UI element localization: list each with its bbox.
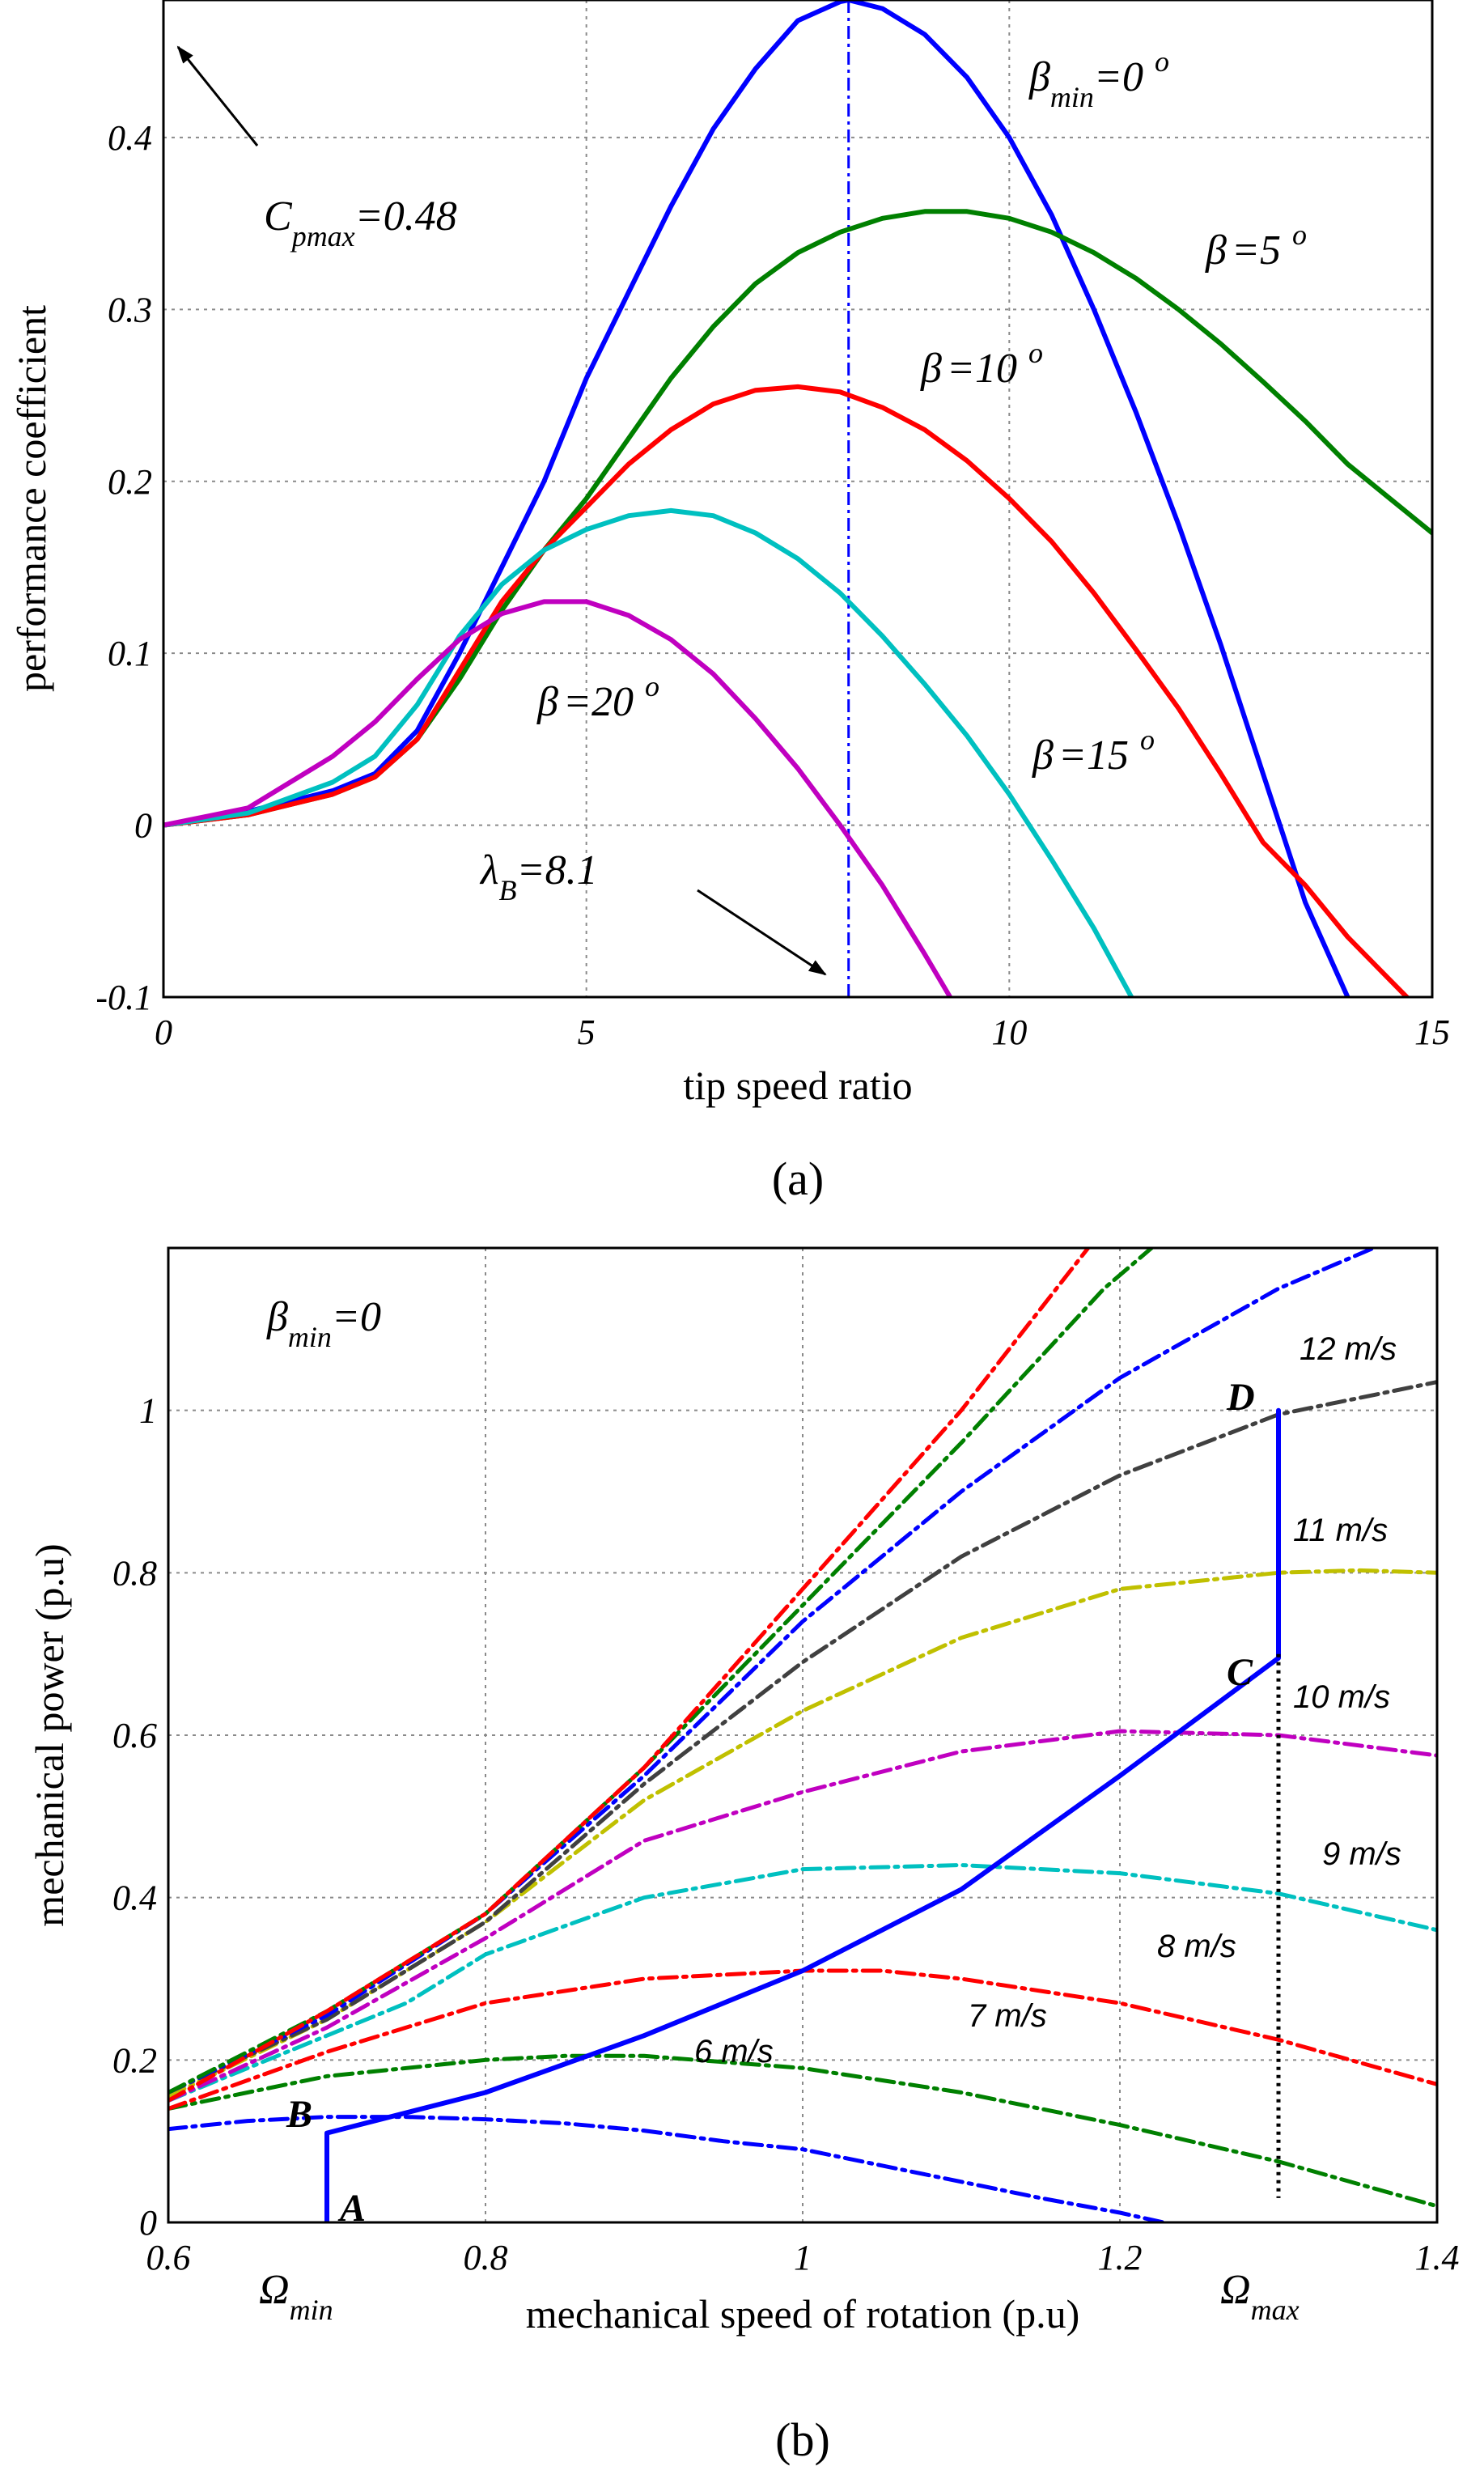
annotation-beta-min-0: βmin=0 o bbox=[1028, 45, 1169, 113]
label-omega-max: Ωmax bbox=[1220, 2267, 1300, 2326]
chart-a-ticks: 0 5 10 15-0.100.10.20.30.4 bbox=[95, 118, 1450, 1052]
chart-a-ylabel: performance coefficient bbox=[9, 305, 54, 692]
label-8-ms: 8 m/s bbox=[1157, 1929, 1236, 1964]
series-line-4 bbox=[163, 599, 953, 997]
chart-a-frame bbox=[162, 0, 1434, 999]
y-tick-label: 0.1 bbox=[108, 634, 152, 673]
y-tick-label: 0.6 bbox=[112, 1716, 157, 1755]
y-tick-label: 0.4 bbox=[108, 118, 152, 158]
x-tick-label: 1.4 bbox=[1415, 2238, 1460, 2277]
series-line-10 bbox=[324, 1407, 1281, 2222]
chart-b-xlabel: mechanical speed of rotation (p.u) bbox=[526, 2291, 1079, 2337]
series-line-3 bbox=[168, 1863, 1437, 2103]
y-tick-label: -0.1 bbox=[95, 978, 152, 1017]
x-tick-label: 5 bbox=[578, 1012, 596, 1052]
x-tick-label: 15 bbox=[1414, 1012, 1450, 1052]
series-line-0 bbox=[168, 2115, 1172, 2222]
label-point-a: A bbox=[337, 2187, 366, 2230]
arrow-lambda bbox=[697, 889, 827, 976]
series-line-0 bbox=[163, 0, 1350, 997]
annotation-beta-5: β =5 o bbox=[1205, 219, 1307, 274]
x-tick-label: 1.2 bbox=[1098, 2238, 1143, 2277]
annotation-lambda-b: λB=8.1 bbox=[479, 847, 598, 906]
label-point-d: D bbox=[1226, 1376, 1255, 1419]
chart-b-ticks: 0.6 0.8 1 1.2 1.4 0 0.2 0.4 0.6 0.8 1 bbox=[112, 1391, 1460, 2277]
series-line-2 bbox=[163, 384, 1410, 997]
label-point-c: C bbox=[1227, 1651, 1253, 1694]
y-tick-label: 0 bbox=[139, 2203, 157, 2243]
chart-a-reference-lines bbox=[163, 0, 850, 997]
series-line-1 bbox=[168, 2053, 1437, 2209]
chart-a-xlabel: tip speed ratio bbox=[683, 1063, 912, 1108]
chart-a-grid bbox=[163, 0, 1432, 997]
annotation-beta-20: β =20 o bbox=[536, 670, 659, 725]
label-6-ms: 6 m/s bbox=[694, 2034, 774, 2069]
series-line-9 bbox=[168, 1248, 1091, 2103]
y-tick-label: 0.3 bbox=[108, 290, 152, 329]
y-tick-label: 0.4 bbox=[112, 1878, 157, 1918]
y-tick-label: 0.2 bbox=[112, 2040, 157, 2080]
x-tick-label: 1 bbox=[794, 2238, 812, 2277]
chart-b-frame bbox=[167, 1246, 1439, 2224]
series-line-1 bbox=[163, 209, 1432, 828]
chart-b-ylabel: mechanical power (p.u) bbox=[27, 1543, 72, 1926]
series-line-3 bbox=[163, 507, 1134, 997]
series-line-8 bbox=[168, 1248, 1154, 2095]
series-line-4 bbox=[168, 1729, 1437, 2103]
annotation-beta-15: β =15 o bbox=[1032, 724, 1155, 779]
label-11-ms: 11 m/s bbox=[1293, 1513, 1388, 1548]
chart-a-series bbox=[163, 0, 1432, 997]
label-omega-min: Ωmin bbox=[259, 2267, 333, 2326]
series-line-7 bbox=[168, 1248, 1376, 2095]
annotation-beta-min: βmin=0 bbox=[266, 1294, 381, 1353]
annotation-cpmax: Cpmax=0.48 bbox=[264, 193, 457, 253]
chart-b: 0.6 0.8 1 1.2 1.4 0 0.2 0.4 0.6 0.8 1 mechanical s… bbox=[27, 1246, 1460, 2466]
chart-a-panel-label: (a) bbox=[772, 1152, 824, 1205]
label-9-ms: 9 m/s bbox=[1322, 1836, 1401, 1872]
x-tick-label: 0.8 bbox=[464, 2238, 508, 2277]
series-line-6 bbox=[168, 1380, 1437, 2095]
x-tick-label: 10 bbox=[991, 1012, 1027, 1052]
chart-b-panel-label: (b) bbox=[775, 2413, 830, 2466]
series-line-2 bbox=[168, 1968, 1437, 2111]
y-tick-label: 0 bbox=[134, 806, 152, 846]
x-tick-label: 0.6 bbox=[146, 2238, 191, 2277]
annotation-beta-10: β =10 o bbox=[920, 337, 1043, 392]
label-7-ms: 7 m/s bbox=[968, 1998, 1047, 2034]
label-point-b: B bbox=[286, 2093, 312, 2136]
y-tick-label: 0.2 bbox=[108, 462, 152, 502]
label-12-ms: 12 m/s bbox=[1300, 1331, 1397, 1367]
x-tick-label: 0 bbox=[155, 1012, 172, 1052]
chart-a: 0 5 10 15-0.100.10.20.30.4 tip speed ratio … bbox=[9, 0, 1450, 1205]
arrow-cpmax bbox=[176, 45, 259, 146]
chart-b-series bbox=[168, 1248, 1437, 2222]
series-line-5 bbox=[168, 1568, 1437, 2099]
y-tick-label: 1 bbox=[139, 1391, 157, 1431]
y-tick-label: 0.8 bbox=[112, 1553, 157, 1593]
label-10-ms: 10 m/s bbox=[1293, 1679, 1390, 1715]
